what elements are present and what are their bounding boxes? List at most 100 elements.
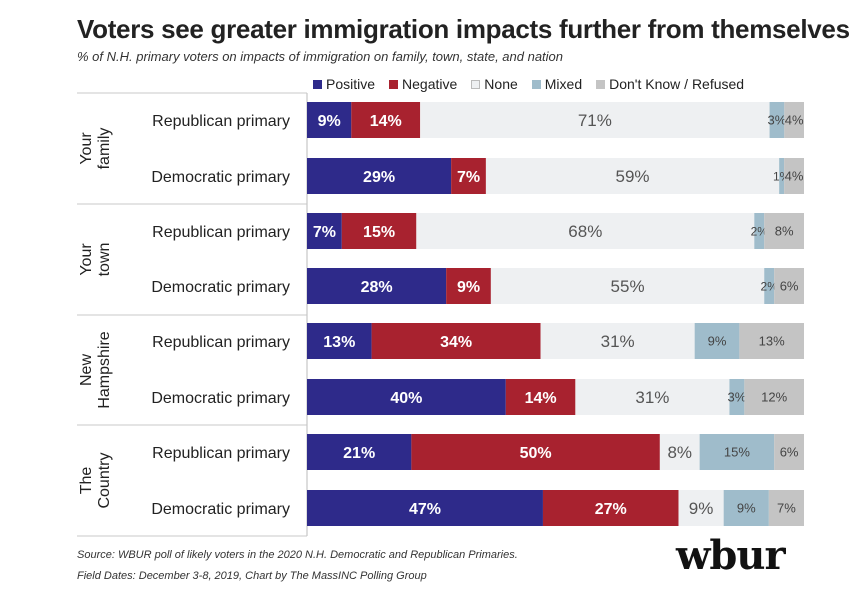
group-label-line: Your bbox=[78, 132, 95, 165]
bar-segment-the-country-democratic-primary-positive bbox=[307, 490, 543, 526]
bar-segment-your-town-democratic-primary-negative bbox=[446, 268, 491, 304]
data-label-new-hampshire-republican-primary-mixed: 9% bbox=[708, 334, 727, 349]
bar-segment-your-town-republican-primary-negative bbox=[341, 213, 417, 249]
row-label-your-family-democratic-primary: Democratic primary bbox=[151, 169, 290, 186]
row-label-new-hampshire-republican-primary: Republican primary bbox=[152, 334, 290, 351]
bar-segment-the-country-democratic-primary-don-t-know-refused bbox=[768, 490, 804, 526]
data-label-your-family-republican-primary-none: 71% bbox=[578, 111, 612, 130]
bar-segment-the-country-democratic-primary-mixed bbox=[723, 490, 769, 526]
data-label-the-country-republican-primary-positive: 21% bbox=[343, 445, 375, 462]
legend-item-negative: Negative bbox=[389, 76, 457, 92]
bar-segment-your-family-republican-primary-mixed bbox=[769, 102, 785, 138]
bar-segment-new-hampshire-democratic-primary-negative bbox=[505, 379, 576, 415]
data-label-your-town-democratic-primary-positive: 28% bbox=[361, 279, 393, 296]
legend-item-positive: Positive bbox=[313, 76, 375, 92]
legend-swatch-positive bbox=[313, 79, 322, 89]
field-dates-note: Field Dates: December 3-8, 2019, Chart b… bbox=[77, 570, 427, 582]
data-label-your-family-republican-primary-positive: 9% bbox=[318, 113, 341, 130]
row-label-the-country-republican-primary: Republican primary bbox=[152, 445, 290, 462]
data-label-your-family-democratic-primary-negative: 7% bbox=[457, 169, 480, 186]
group-label-your-town: Yourtown bbox=[78, 243, 113, 277]
legend-label-dont-know: Don't Know / Refused bbox=[609, 76, 745, 92]
legend-label-positive: Positive bbox=[326, 76, 376, 92]
group-label-line: Country bbox=[96, 452, 113, 508]
bar-segment-new-hampshire-democratic-primary-mixed bbox=[729, 379, 745, 415]
bar-segment-new-hampshire-democratic-primary-positive bbox=[307, 379, 506, 415]
data-label-the-country-democratic-primary-positive: 47% bbox=[409, 501, 441, 518]
bar-segment-new-hampshire-democratic-primary-don-t-know-refused bbox=[744, 379, 804, 415]
legend-item-dont-know: Don't Know / Refused bbox=[596, 76, 744, 92]
bar-segment-new-hampshire-republican-primary-don-t-know-refused bbox=[739, 323, 804, 359]
data-label-your-town-republican-primary-don-t-know-refused: 8% bbox=[775, 224, 794, 239]
group-label-line: town bbox=[96, 243, 113, 277]
legend-item-none: None bbox=[471, 76, 518, 92]
data-label-your-town-democratic-primary-none: 55% bbox=[611, 277, 645, 296]
data-label-your-family-democratic-primary-none: 59% bbox=[616, 167, 650, 186]
bar-segment-the-country-republican-primary-none bbox=[659, 434, 700, 470]
data-label-your-town-republican-primary-mixed: 2% bbox=[751, 225, 769, 239]
data-label-your-town-democratic-primary-don-t-know-refused: 6% bbox=[780, 279, 799, 294]
legend-item-mixed: Mixed bbox=[531, 76, 583, 92]
data-label-new-hampshire-democratic-primary-positive: 40% bbox=[390, 390, 422, 407]
legend-label-mixed: Mixed bbox=[544, 76, 583, 92]
legend-swatch-none bbox=[471, 79, 481, 89]
bar-segment-your-town-republican-primary-mixed bbox=[754, 213, 765, 249]
data-label-the-country-democratic-primary-mixed: 9% bbox=[737, 501, 756, 516]
legend-label-none: None bbox=[484, 76, 518, 92]
bar-segment-your-town-democratic-primary-don-t-know-refused bbox=[774, 268, 804, 304]
group-label-line: family bbox=[96, 128, 113, 170]
source-note: Source: WBUR poll of likely voters in th… bbox=[77, 549, 518, 561]
bar-segment-your-family-republican-primary-positive bbox=[307, 102, 352, 138]
bar-segment-your-town-democratic-primary-none bbox=[490, 268, 765, 304]
chart-title: Voters see greater immigration impacts f… bbox=[77, 14, 850, 44]
data-label-new-hampshire-republican-primary-none: 31% bbox=[601, 332, 635, 351]
bar-segment-your-town-republican-primary-positive bbox=[307, 213, 342, 249]
bar-segment-the-country-republican-primary-don-t-know-refused bbox=[774, 434, 804, 470]
data-label-new-hampshire-republican-primary-positive: 13% bbox=[323, 334, 355, 351]
data-label-your-town-republican-primary-negative: 15% bbox=[363, 224, 395, 241]
data-label-your-family-democratic-primary-positive: 29% bbox=[363, 169, 395, 186]
bar-segment-your-family-democratic-primary-positive bbox=[307, 158, 452, 194]
data-label-your-town-republican-primary-none: 68% bbox=[568, 222, 602, 241]
bar-segment-new-hampshire-democratic-primary-none bbox=[575, 379, 730, 415]
data-label-new-hampshire-republican-primary-negative: 34% bbox=[440, 334, 472, 351]
legend-swatch-dont-know bbox=[596, 79, 606, 89]
row-label-new-hampshire-democratic-primary: Democratic primary bbox=[151, 390, 290, 407]
bar-segment-your-family-democratic-primary-don-t-know-refused bbox=[784, 158, 804, 194]
bar-segment-new-hampshire-republican-primary-mixed bbox=[694, 323, 740, 359]
data-label-the-country-democratic-primary-negative: 27% bbox=[595, 501, 627, 518]
data-label-new-hampshire-democratic-primary-negative: 14% bbox=[525, 390, 557, 407]
data-label-the-country-republican-primary-negative: 50% bbox=[520, 445, 552, 462]
group-label-your-family: Yourfamily bbox=[78, 128, 113, 170]
data-label-your-town-democratic-primary-mixed: 2% bbox=[761, 280, 779, 294]
legend-swatch-negative bbox=[389, 79, 399, 89]
bar-segment-your-family-democratic-primary-negative bbox=[451, 158, 486, 194]
bar-segment-the-country-republican-primary-positive bbox=[307, 434, 412, 470]
bar-segment-your-family-republican-primary-negative bbox=[351, 102, 421, 138]
group-label-new-hampshire: NewHampshire bbox=[78, 331, 113, 408]
bar-segment-new-hampshire-republican-primary-positive bbox=[307, 323, 372, 359]
chart-subtitle: % of N.H. primary voters on impacts of i… bbox=[77, 49, 564, 64]
data-label-your-family-republican-primary-negative: 14% bbox=[370, 113, 402, 130]
data-label-your-town-republican-primary-positive: 7% bbox=[313, 224, 336, 241]
data-label-new-hampshire-democratic-primary-none: 31% bbox=[635, 388, 669, 407]
data-label-new-hampshire-republican-primary-don-t-know-refused: 13% bbox=[759, 334, 785, 349]
row-label-your-family-republican-primary: Republican primary bbox=[152, 113, 290, 130]
data-label-new-hampshire-democratic-primary-don-t-know-refused: 12% bbox=[761, 390, 787, 405]
data-label-your-family-democratic-primary-don-t-know-refused: 4% bbox=[785, 169, 804, 184]
legend-label-negative: Negative bbox=[402, 76, 458, 92]
row-label-your-town-democratic-primary: Democratic primary bbox=[151, 279, 290, 296]
bar-segment-your-family-republican-primary-don-t-know-refused bbox=[784, 102, 804, 138]
bar-segment-your-town-republican-primary-none bbox=[416, 213, 755, 249]
data-label-your-family-republican-primary-mixed: 3% bbox=[768, 113, 787, 128]
data-label-new-hampshire-democratic-primary-mixed: 3% bbox=[728, 390, 747, 405]
bar-segment-your-family-democratic-primary-mixed bbox=[779, 158, 785, 194]
bar-segment-new-hampshire-republican-primary-none bbox=[540, 323, 695, 359]
data-label-the-country-republican-primary-none: 8% bbox=[667, 443, 692, 462]
data-label-the-country-republican-primary-don-t-know-refused: 6% bbox=[780, 445, 799, 460]
group-label-line: The bbox=[78, 467, 95, 495]
row-label-your-town-republican-primary: Republican primary bbox=[152, 224, 290, 241]
data-label-the-country-democratic-primary-don-t-know-refused: 7% bbox=[777, 501, 796, 516]
data-label-the-country-republican-primary-mixed: 15% bbox=[724, 445, 750, 460]
